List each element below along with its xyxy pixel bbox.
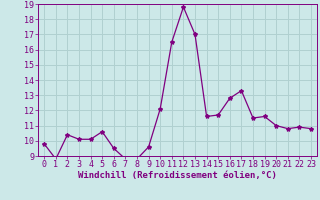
X-axis label: Windchill (Refroidissement éolien,°C): Windchill (Refroidissement éolien,°C) — [78, 171, 277, 180]
